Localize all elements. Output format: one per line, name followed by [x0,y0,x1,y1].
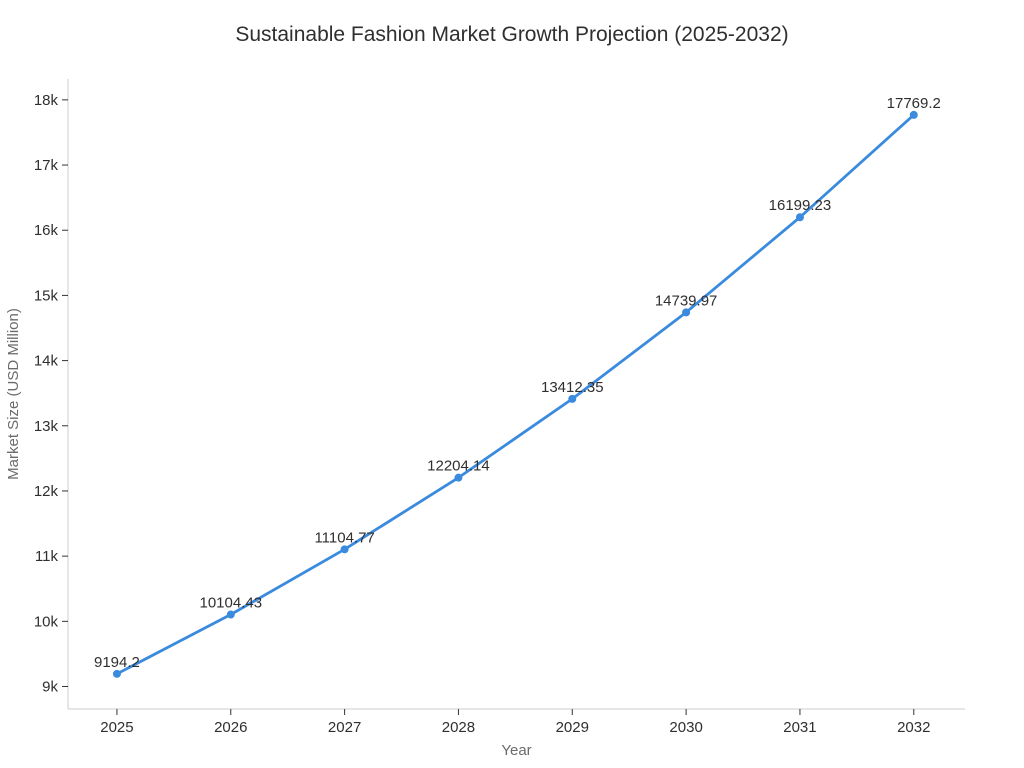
y-tick-label: 10k [34,613,59,630]
x-tick-label: 2030 [669,719,702,736]
data-point-marker [682,308,691,317]
chart-title: Sustainable Fashion Market Growth Projec… [235,23,789,46]
y-tick-label: 13k [34,418,59,435]
series-line [115,113,916,676]
y-tick-label: 11k [35,548,59,565]
y-tick-label: 15k [34,287,59,304]
x-tick-label: 2031 [783,719,816,736]
x-tick-label: 2032 [897,719,930,736]
x-tick-label: 2025 [100,719,133,736]
data-point-label: 10104.43 [199,595,262,612]
data-point-marker [795,213,804,222]
data-point-label: 14739.97 [655,292,718,309]
x-tick-label: 2027 [328,719,361,736]
data-point-label: 16199.23 [769,197,832,214]
x-axis-title: Year [501,742,532,759]
y-axis-title: Market Size (USD Million) [5,308,22,480]
data-point-marker [112,669,121,678]
data-point-label: 9194.2 [94,654,140,671]
y-tick-label: 9k [42,679,58,696]
data-point-label: 17769.2 [887,95,941,112]
y-tick-label: 14k [34,353,59,370]
data-point-label: 11104.77 [314,529,374,546]
data-point-marker [568,394,577,403]
data-point-label: 12204.14 [427,458,490,475]
y-tick-label: 12k [34,483,59,500]
x-tick-label: 2029 [556,719,589,736]
x-tick-label: 2028 [442,719,475,736]
x-tick-label: 2026 [214,719,247,736]
data-point-marker [909,110,918,119]
y-tick-label: 17k [34,157,59,174]
y-tick-label: 18k [34,92,59,109]
y-tick-label: 16k [34,222,59,239]
data-point-marker [226,610,235,619]
data-point-marker [454,473,463,482]
data-point-label: 13412.35 [541,379,604,396]
data-point-marker [340,545,349,554]
